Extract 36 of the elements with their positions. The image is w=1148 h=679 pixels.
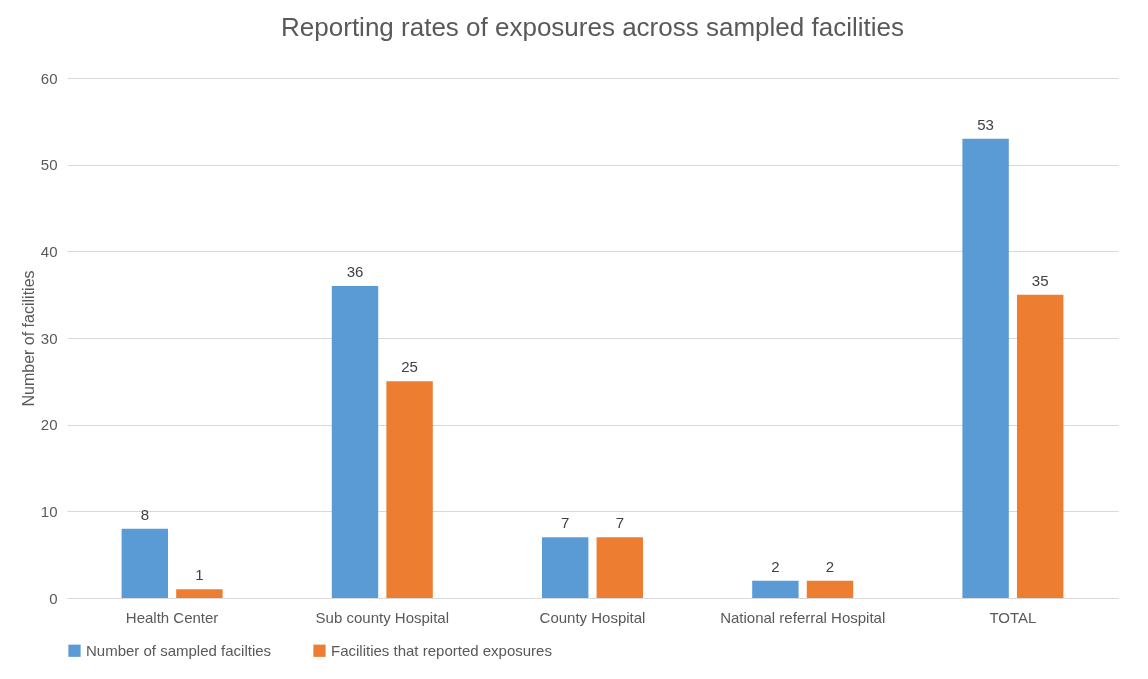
data-label: 35 — [1031, 271, 1049, 289]
x-tick-label: County Hospital — [539, 608, 646, 626]
y-tick-label: 60 — [40, 69, 58, 87]
y-tick-label: 10 — [40, 502, 58, 520]
bar — [542, 537, 589, 598]
y-tick-label: 0 — [49, 589, 58, 607]
bar — [386, 381, 433, 598]
data-label: 7 — [561, 514, 570, 532]
y-tick-label: 50 — [40, 156, 58, 174]
x-tick-label: Sub county Hospital — [315, 608, 450, 626]
bar — [176, 589, 223, 598]
bar — [752, 580, 799, 598]
legend-label: Facilities that reported exposures — [331, 641, 552, 659]
x-tick-label: National referral Hospital — [720, 608, 886, 626]
data-label: 25 — [401, 358, 418, 376]
bar — [331, 286, 379, 598]
y-tick-label: 20 — [40, 416, 58, 434]
bar — [962, 138, 1009, 598]
legend-label: Number of sampled facilties — [86, 641, 272, 659]
data-label: 36 — [346, 263, 364, 280]
x-tick-label: TOTAL — [989, 608, 1037, 626]
y-tick-label: 40 — [40, 242, 58, 260]
bar — [121, 528, 169, 598]
y-axis-title: Number of facilities — [19, 270, 37, 407]
chart-title: Reporting rates of exposures across sampled facilities — [281, 12, 904, 42]
data-label: 1 — [195, 566, 204, 584]
data-label: 2 — [771, 557, 780, 575]
data-label: 7 — [615, 514, 624, 532]
bar — [806, 580, 854, 598]
data-label: 2 — [825, 557, 835, 575]
bar — [1016, 294, 1064, 598]
y-tick-label: 30 — [40, 329, 58, 347]
data-label: 53 — [977, 115, 994, 133]
data-label: 8 — [140, 505, 149, 523]
bar — [596, 537, 643, 598]
x-tick-label: Health Center — [125, 608, 219, 626]
